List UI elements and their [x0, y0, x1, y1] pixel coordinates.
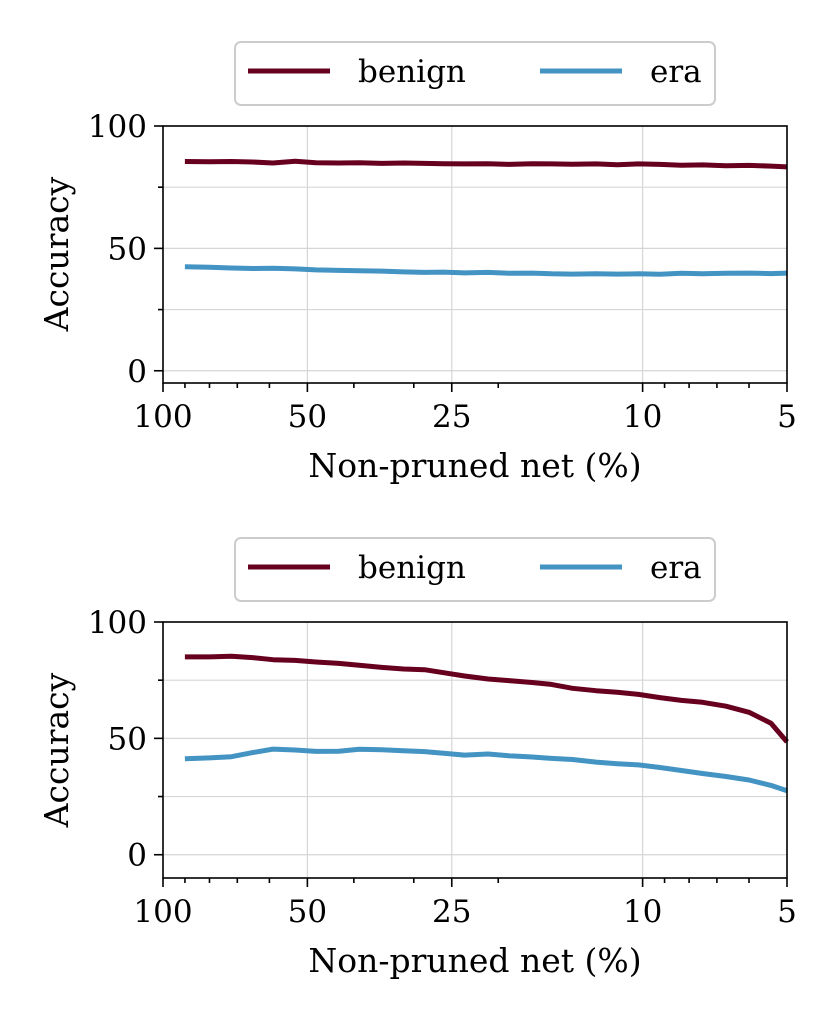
chart-1-y-axis: 0 50 100 [88, 109, 163, 390]
chart-2-x-axis-label: Non-pruned net (%) [308, 941, 641, 980]
chart-1-legend-box [234, 41, 716, 106]
chart-2-series-benign [184, 653, 789, 744]
chart-1-x-tick-label: 100 [133, 399, 192, 435]
chart-2-legend-era-label: era [650, 550, 702, 586]
chart-1-legend-era-label: era [650, 54, 702, 90]
chart-1-plot-frame [162, 125, 788, 384]
chart-1-x-tick-label: 50 [288, 399, 327, 435]
chart-1-series-benign [184, 158, 788, 170]
chart-2-plot-frame [162, 621, 788, 879]
chart-2-series-layer [184, 653, 789, 794]
chart-2-y-tick-label: 0 [127, 838, 147, 874]
chart-1-legend: benign era [234, 41, 716, 106]
chart-2-y-axis: 0 50 100 [88, 605, 163, 874]
chart-2-x-tick-label: 50 [288, 894, 327, 930]
chart-1-x-tick-label: 5 [777, 399, 797, 435]
chart-2-y-axis-label: Accuracy [37, 672, 76, 828]
chart-2-series-era [184, 746, 788, 794]
chart-2-y-tick-label: 100 [88, 605, 147, 641]
chart-1: benign era 0 50 100 100 50 25 10 5 Non-pruned … [37, 41, 797, 485]
chart-1-y-tick-label: 50 [108, 231, 147, 267]
chart-1-y-tick-label: 100 [88, 109, 147, 145]
chart-2: benign era 0 50 100 100 50 25 10 5 Non-pruned … [37, 537, 797, 980]
chart-2-x-tick-label: 10 [623, 894, 662, 930]
chart-2-legend-benign-label: benign [358, 550, 466, 586]
chart-2-legend: benign era [234, 537, 716, 602]
chart-2-y-tick-label: 50 [108, 721, 147, 757]
chart-1-x-tick-label: 10 [623, 399, 662, 435]
chart-1-x-tick-label: 25 [432, 399, 471, 435]
chart-1-series-layer [184, 158, 788, 277]
chart-1-legend-benign-label: benign [358, 54, 466, 90]
chart-2-x-axis: 100 50 25 10 5 [133, 878, 797, 930]
chart-2-x-tick-label: 5 [777, 894, 797, 930]
chart-1-y-axis-label: Accuracy [37, 176, 76, 332]
chart-1-x-axis-label: Non-pruned net (%) [308, 446, 641, 485]
chart-2-x-tick-label: 100 [133, 894, 192, 930]
chart-2-legend-box [234, 537, 716, 602]
chart-1-y-tick-label: 0 [127, 354, 147, 390]
chart-1-x-axis: 100 50 25 10 5 [133, 383, 797, 435]
chart-2-x-tick-label: 25 [432, 894, 471, 930]
chart-1-series-era [184, 264, 788, 277]
